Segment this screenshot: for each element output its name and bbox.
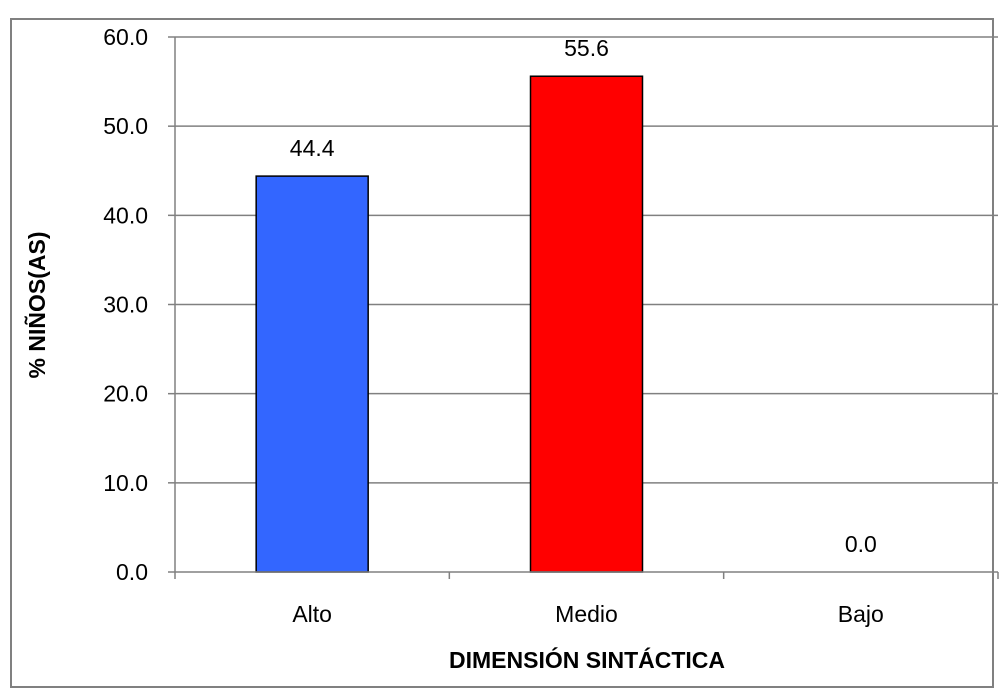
x-axis-title: DIMENSIÓN SINTÁCTICA [449, 646, 725, 673]
data-labels: 44.4 55.6 0.0 [290, 35, 877, 557]
bar-medio [529, 75, 644, 573]
data-label: 44.4 [290, 135, 335, 161]
bars [255, 75, 644, 573]
y-tick-label: 10.0 [103, 470, 148, 496]
y-tick-label: 0.0 [116, 559, 148, 585]
data-label: 0.0 [845, 531, 877, 557]
axes: 0.0 10.0 20.0 30.0 40.0 50.0 60.0 Alto Medio Bajo [103, 24, 999, 627]
x-tick-label: Bajo [838, 601, 884, 627]
x-tick-label: Medio [555, 601, 618, 627]
y-tick-label: 50.0 [103, 113, 148, 139]
bar-alto [255, 175, 369, 573]
y-tick-label: 60.0 [103, 24, 148, 50]
y-tick-label: 40.0 [103, 202, 148, 228]
y-tick-label: 20.0 [103, 381, 148, 407]
data-label: 55.6 [564, 35, 609, 61]
y-axis-title: % NIÑOS(AS) [23, 232, 50, 379]
x-tick-label: Alto [292, 601, 332, 627]
y-tick-label: 30.0 [103, 292, 148, 318]
